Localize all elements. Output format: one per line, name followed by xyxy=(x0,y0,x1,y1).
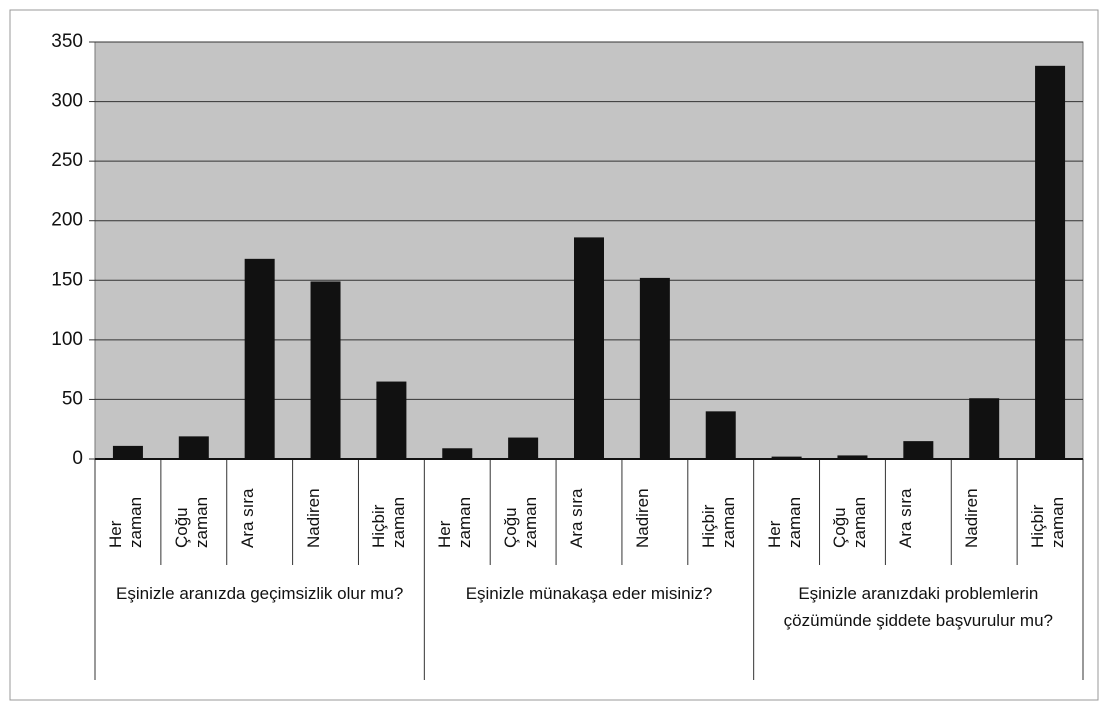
bar xyxy=(178,436,209,459)
bar xyxy=(771,456,802,459)
y-tick-label: 150 xyxy=(51,269,83,290)
x-tick-label: Her zaman xyxy=(764,496,804,548)
bar xyxy=(574,237,604,459)
group-label: Eşinizle münakaşa eder misiniz? xyxy=(465,584,713,603)
x-tick-label: Çoğu zaman xyxy=(501,496,541,548)
x-tick-label: Nadiren xyxy=(632,488,652,548)
x-tick-label: Hiçbir zaman xyxy=(369,496,409,548)
bar xyxy=(705,411,736,459)
bar xyxy=(903,441,934,459)
x-tick-label: Her zaman xyxy=(435,496,475,548)
bar xyxy=(244,258,275,459)
x-tick-label: Nadiren xyxy=(962,488,982,548)
y-tick-label: 250 xyxy=(51,150,83,171)
x-tick-label: Her zaman xyxy=(105,496,145,548)
x-tick-label: Çoğu zaman xyxy=(171,496,211,548)
x-tick-label: Hiçbir zaman xyxy=(698,496,738,548)
x-tick-label: Ara sıra xyxy=(237,488,257,548)
bar xyxy=(837,455,868,459)
y-tick-label: 350 xyxy=(51,31,83,52)
x-tick-label: Ara sıra xyxy=(896,488,916,548)
bar xyxy=(508,437,539,459)
bar xyxy=(310,281,341,459)
bar xyxy=(1035,65,1066,459)
bar xyxy=(112,445,143,459)
y-tick-label: 0 xyxy=(72,448,83,469)
group-label: Eşinizle aranızdaki problemlerin çözümün… xyxy=(783,584,1053,630)
y-tick-label: 300 xyxy=(51,91,83,112)
x-tick-label: Ara sıra xyxy=(567,488,586,548)
x-tick-label: Hiçbir zaman xyxy=(1028,496,1068,548)
y-tick-label: 200 xyxy=(51,210,83,231)
bar xyxy=(639,277,670,459)
bar xyxy=(442,448,473,459)
bar xyxy=(969,398,1000,459)
group-label: Eşinizle aranızda geçimsizlik olur mu? xyxy=(116,584,404,603)
x-tick-label: Çoğu zaman xyxy=(830,496,870,548)
x-tick-label: Nadiren xyxy=(303,488,323,548)
y-tick-label: 50 xyxy=(62,388,83,409)
y-tick-label: 100 xyxy=(51,329,83,350)
bar xyxy=(376,381,407,459)
